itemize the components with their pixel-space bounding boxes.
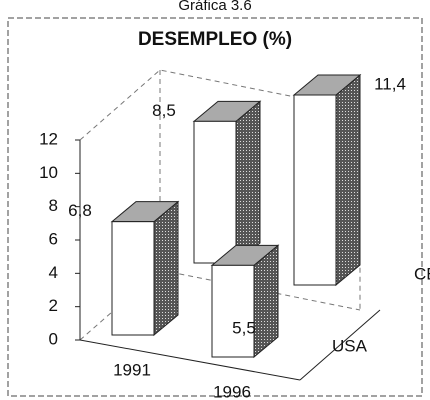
- y-tick-label: 12: [39, 129, 58, 148]
- bar-side: [335, 73, 361, 287]
- y-tick-label: 8: [49, 196, 58, 215]
- depth-axis: [299, 309, 381, 381]
- bar-side: [235, 100, 261, 265]
- x-tick-label: 1996: [213, 382, 251, 400]
- series-label: USA: [332, 336, 368, 355]
- value-label: 11,4: [374, 74, 406, 93]
- bar-side: [153, 200, 179, 337]
- x-tick-label: 1991: [113, 360, 151, 379]
- y-tick-label: 2: [49, 296, 58, 315]
- value-label: 5,5: [232, 318, 256, 337]
- value-label: 8,5: [152, 101, 176, 120]
- bar: [111, 221, 155, 336]
- bar: [193, 120, 237, 264]
- frame: [7, 17, 423, 397]
- supertitle: Gráfica 3.6: [178, 0, 251, 14]
- value-label: 6,8: [68, 201, 92, 220]
- y-tick-label: 6: [49, 229, 58, 248]
- series-label: CEE: [414, 264, 430, 283]
- y-tick-label: 10: [39, 163, 58, 182]
- x-axis: [79, 339, 301, 381]
- y-tick-label: 0: [49, 329, 58, 348]
- bar: [293, 94, 337, 286]
- chart-title: DESEMPLEO (%): [138, 29, 292, 50]
- y-tick-label: 4: [49, 263, 58, 282]
- bar: [211, 264, 255, 358]
